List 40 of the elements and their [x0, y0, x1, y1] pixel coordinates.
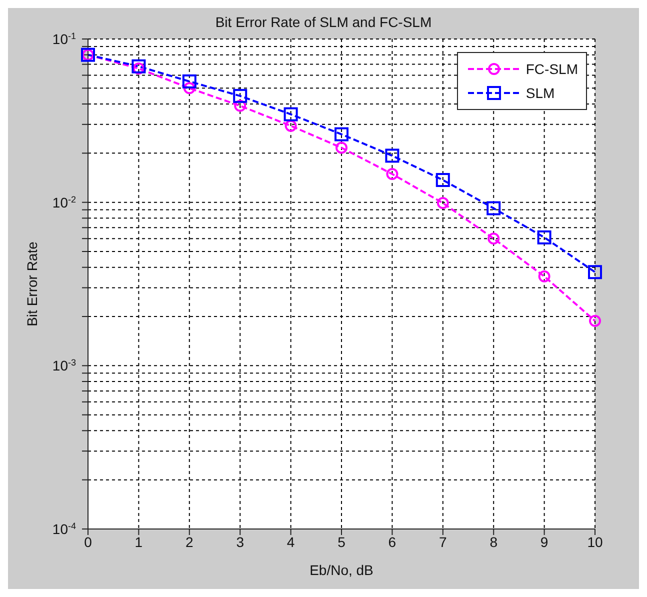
x-tick-label: 10: [587, 534, 603, 550]
point: [486, 201, 501, 216]
point: [132, 62, 145, 74]
legend-label: FC-SLM: [526, 61, 578, 77]
point: [183, 82, 196, 94]
y-axis-title: Bit Error Rate: [24, 241, 40, 326]
point: [488, 232, 500, 245]
x-tick-label: 3: [236, 534, 244, 550]
point: [233, 88, 248, 103]
point: [538, 270, 550, 282]
y-tick-label: 10$^{-2}$: [52, 194, 76, 210]
point: [234, 100, 246, 112]
point: [334, 127, 348, 142]
x-axis-title: Eb/No, dB: [310, 562, 374, 578]
x-tick-label: 6: [388, 534, 396, 550]
x-tick-label: 8: [490, 534, 498, 550]
y-tick-label: 10$^{-1}$: [52, 31, 76, 47]
point: [284, 107, 298, 122]
x-tick-label: 9: [540, 534, 548, 550]
x-tick-label: 7: [439, 534, 447, 550]
point: [589, 314, 601, 327]
y-tick-label: 10$^{-4}$: [52, 521, 76, 537]
point: [588, 265, 602, 280]
x-tick-label: 2: [186, 534, 194, 550]
x-tick-label: 1: [134, 534, 143, 550]
point: [132, 59, 146, 74]
x-tick-label: 0: [84, 534, 92, 550]
chart-title: Bit Error Rate of SLM and FC-SLM: [214, 14, 433, 30]
point: [284, 120, 297, 132]
point: [182, 74, 196, 88]
legend-label: SLM: [526, 85, 555, 101]
point: [436, 197, 449, 210]
point: [386, 168, 398, 180]
point: [537, 230, 552, 244]
point: [436, 173, 450, 187]
y-tick-label: 10$^{-3}$: [52, 358, 76, 374]
x-tick-label: 4: [286, 534, 295, 550]
point: [336, 142, 348, 154]
point: [385, 148, 400, 163]
x-tick-label: 5: [338, 534, 346, 550]
